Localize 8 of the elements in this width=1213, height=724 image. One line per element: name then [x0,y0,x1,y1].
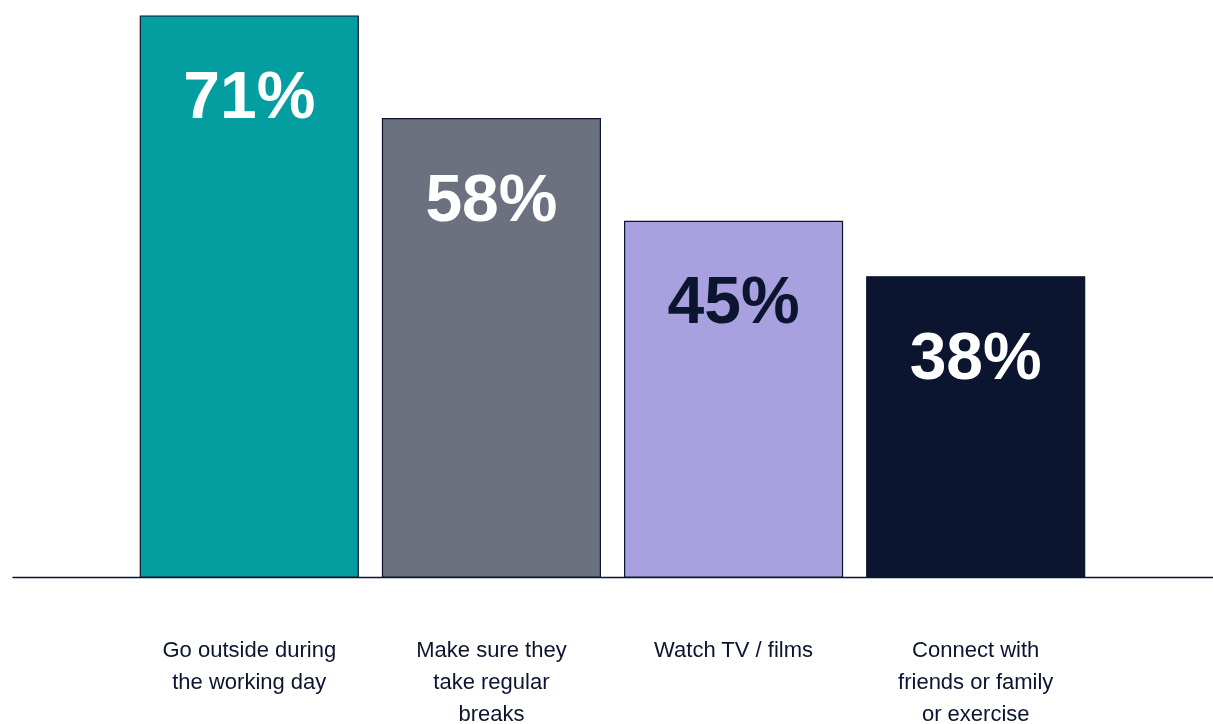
x-tick-label: Watch TV / films [654,636,814,662]
data-label: 45% [667,263,800,338]
x-tick-label: Connect with friends or family or exercise [898,636,1054,724]
data-label: 58% [425,160,558,235]
data-label: 38% [909,318,1042,393]
data-label: 71% [183,58,316,132]
x-tick-label: Make sure they take regular breaks [416,636,567,724]
x-tick-label: Go outside during the working day [162,636,337,694]
